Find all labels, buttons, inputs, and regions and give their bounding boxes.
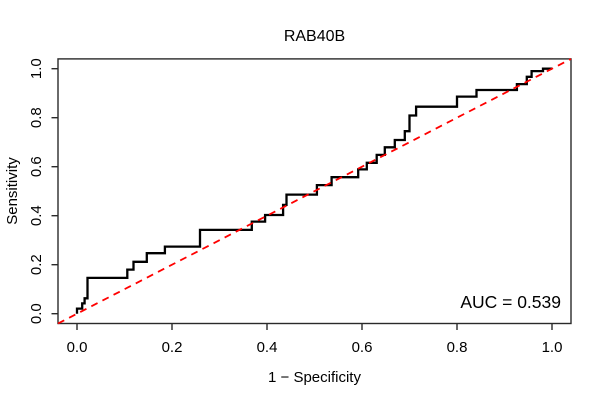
x-axis-label: 1 − Specificity xyxy=(268,369,361,386)
y-tick-label: 0.4 xyxy=(28,205,45,226)
plot-box xyxy=(57,58,572,325)
chance-diagonal-line xyxy=(57,58,572,325)
y-tick-label: 1.0 xyxy=(28,58,45,79)
x-axis-ticks: 0.0 0.2 0.4 0.6 0.8 1.0 xyxy=(67,323,563,356)
chart-title: RAB40B xyxy=(284,28,345,45)
x-tick-label: 0.4 xyxy=(257,339,278,356)
y-tick-label: 0.2 xyxy=(28,254,45,275)
y-axis-ticks: 0.0 0.2 0.4 0.6 0.8 1.0 xyxy=(28,58,58,324)
auc-annotation: AUC = 0.539 xyxy=(460,292,561,312)
x-tick-label: 0.8 xyxy=(447,339,468,356)
x-tick-label: 0.6 xyxy=(352,339,373,356)
x-tick-label: 0.0 xyxy=(67,339,88,356)
y-tick-label: 0.6 xyxy=(28,156,45,177)
x-tick-label: 1.0 xyxy=(542,339,563,356)
series-layer xyxy=(57,58,572,325)
x-tick-label: 0.2 xyxy=(162,339,183,356)
y-axis-label: Sensitivity xyxy=(4,157,21,225)
roc-curve xyxy=(75,67,552,314)
y-tick-label: 0.0 xyxy=(28,303,45,324)
y-tick-label: 0.8 xyxy=(28,107,45,128)
